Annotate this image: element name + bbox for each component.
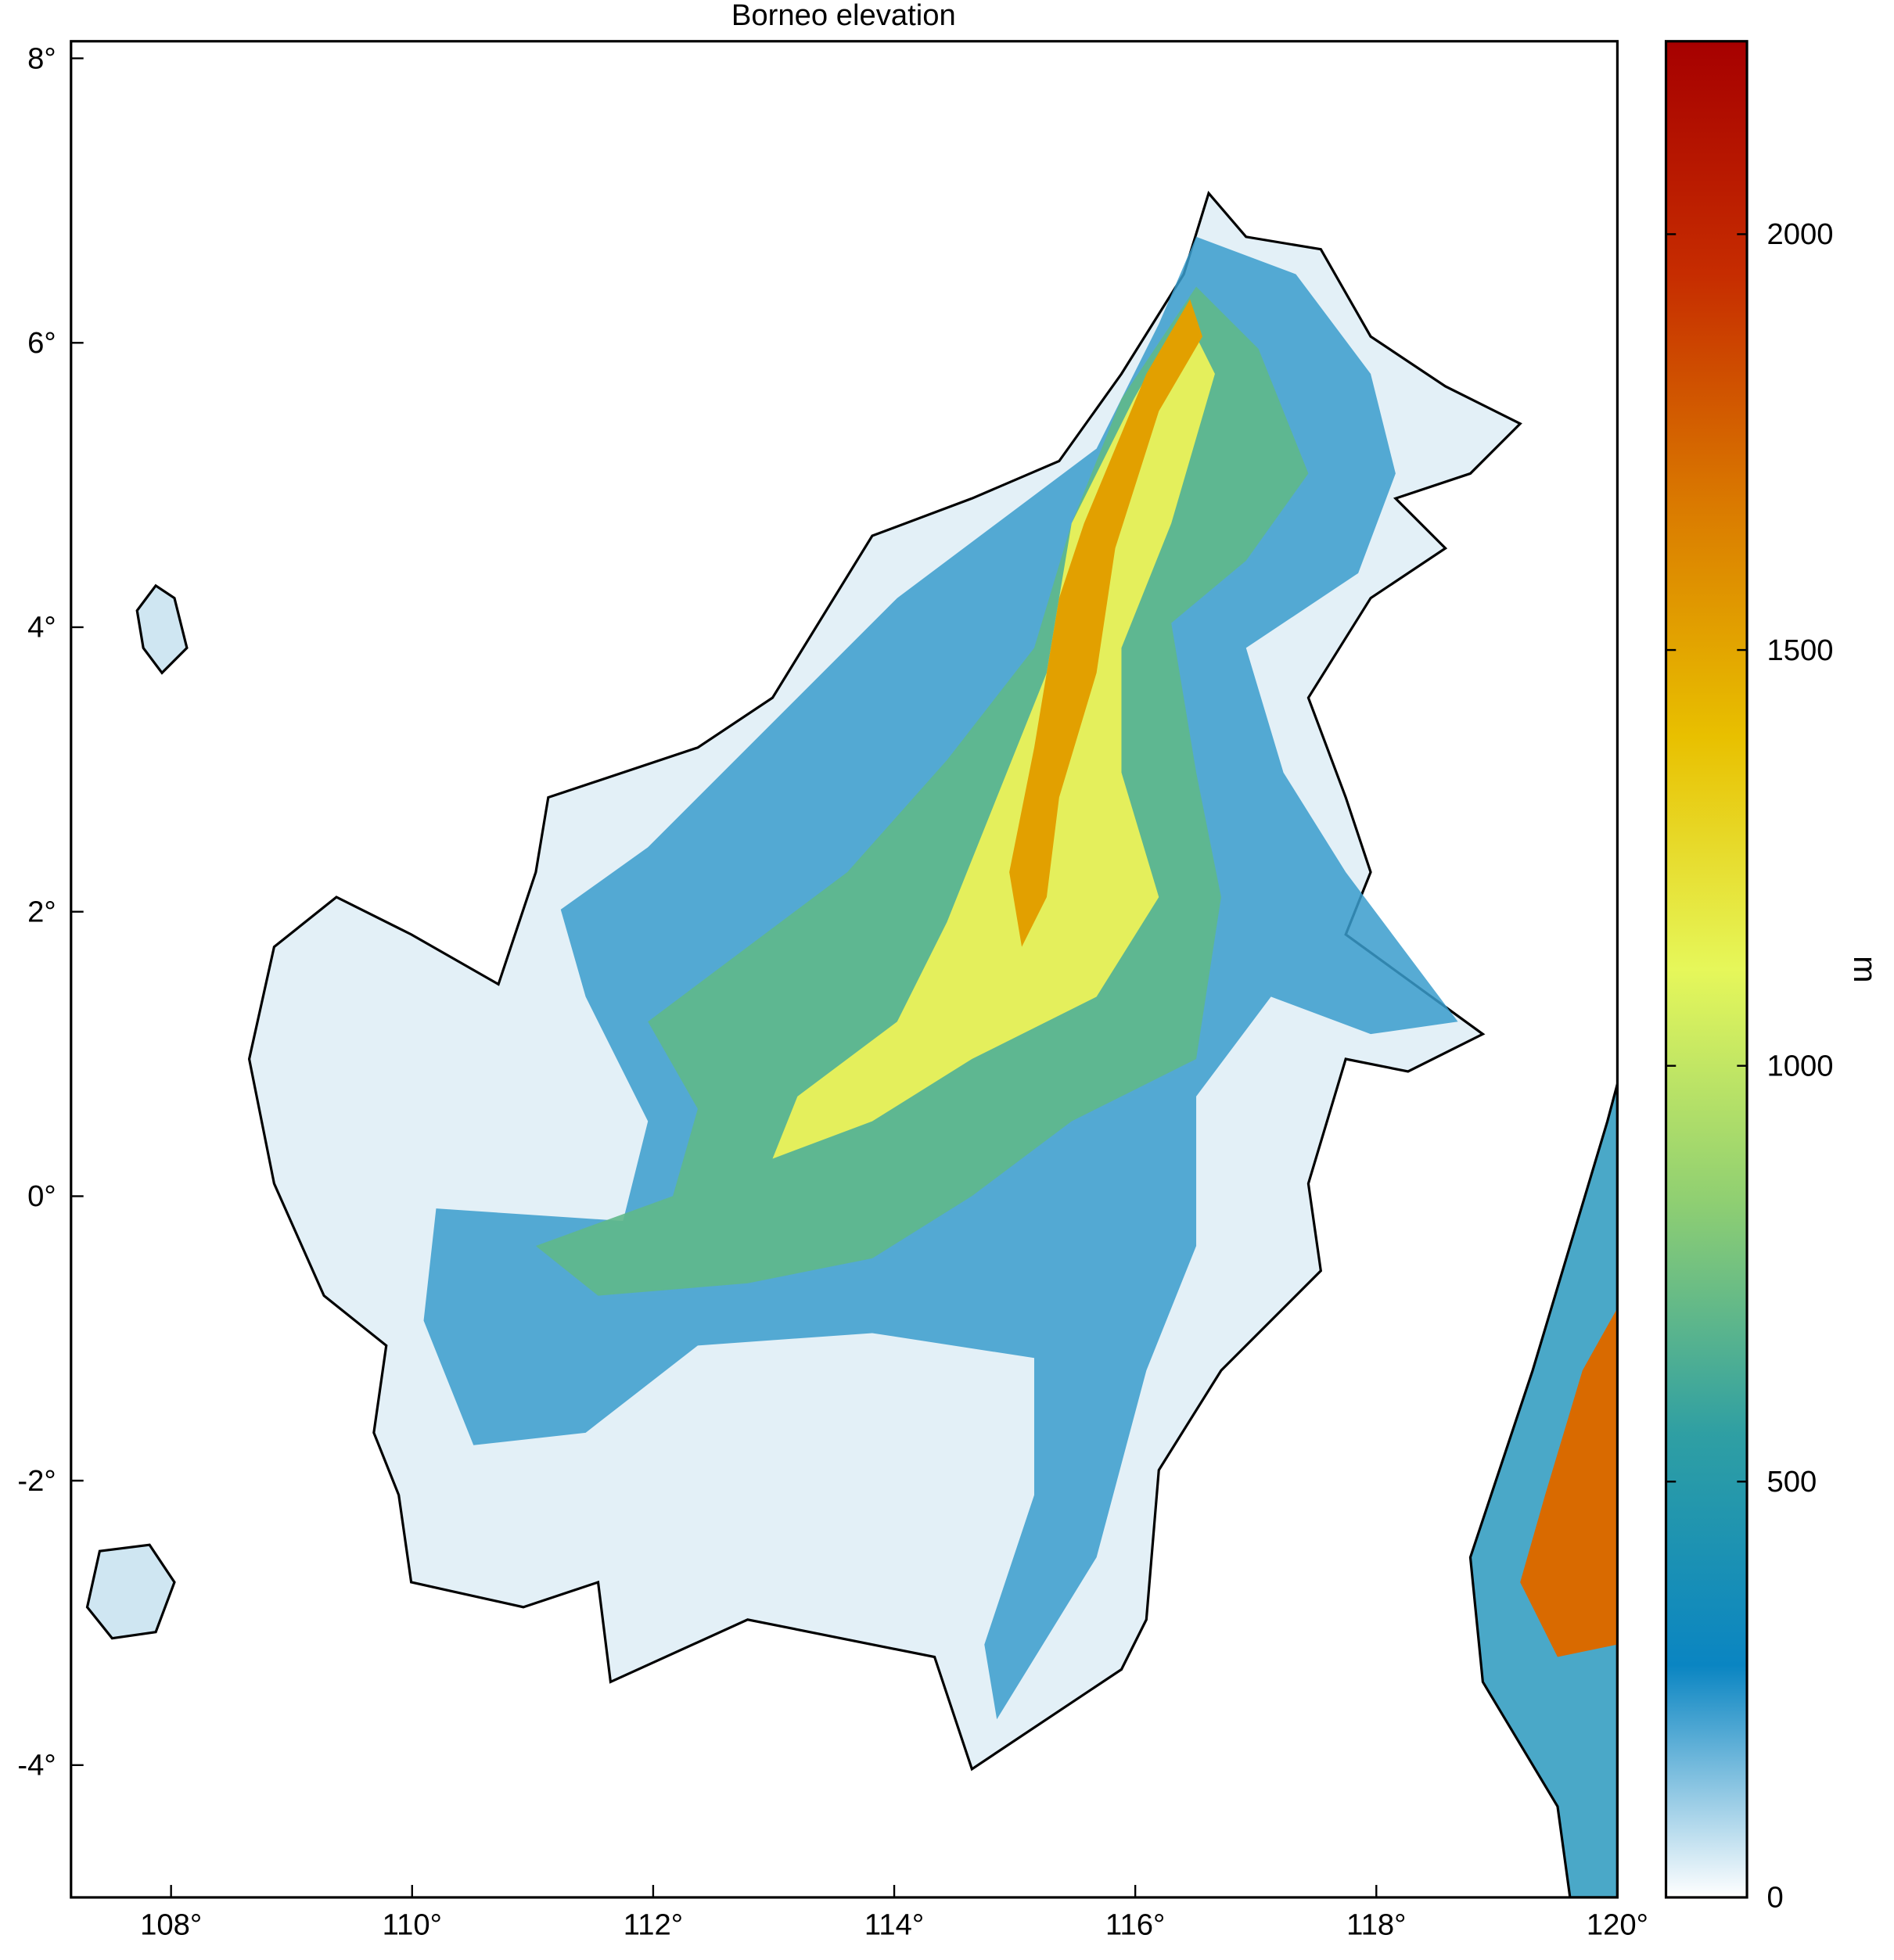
x-tick-label: 114° [864, 1908, 924, 1942]
y-tick-label: 2° [27, 895, 56, 928]
colorbar [1664, 40, 1748, 1899]
x-tick-label: 110° [383, 1908, 442, 1942]
colorbar-tick-label: 500 [1767, 1465, 1817, 1499]
colorbar-tick-label: 0 [1767, 1881, 1784, 1915]
colorbar-tick-label: 2000 [1767, 217, 1834, 251]
chart-title: Borneo elevation [731, 0, 956, 32]
colorbar-tick-label: 1500 [1767, 634, 1834, 667]
x-tick-label: 108° [140, 1908, 202, 1942]
colorbar-label: m [1847, 956, 1883, 983]
elevation-layer [85, 190, 1618, 1897]
x-tick-label: 120° [1587, 1908, 1648, 1942]
peak-orange [1009, 299, 1203, 947]
y-tick-label: 6° [27, 326, 56, 360]
x-tick-label: 116° [1105, 1908, 1165, 1942]
belitung-island [85, 1543, 176, 1640]
y-tick-label: 4° [27, 611, 56, 644]
natuna-island [135, 583, 189, 675]
y-tick-label: -2° [17, 1464, 56, 1498]
y-tick-label: 0° [27, 1179, 56, 1213]
sulawesi-land [1468, 1083, 1618, 1897]
y-tick-label: -4° [17, 1749, 56, 1782]
sulawesi-highland [1520, 1308, 1618, 1657]
colorbar-tick-label: 1000 [1767, 1049, 1834, 1082]
x-tick-label: 118° [1346, 1908, 1406, 1942]
y-tick-label: 8° [27, 41, 56, 75]
plot-frame [70, 40, 1619, 1899]
x-tick-label: 112° [624, 1908, 683, 1942]
